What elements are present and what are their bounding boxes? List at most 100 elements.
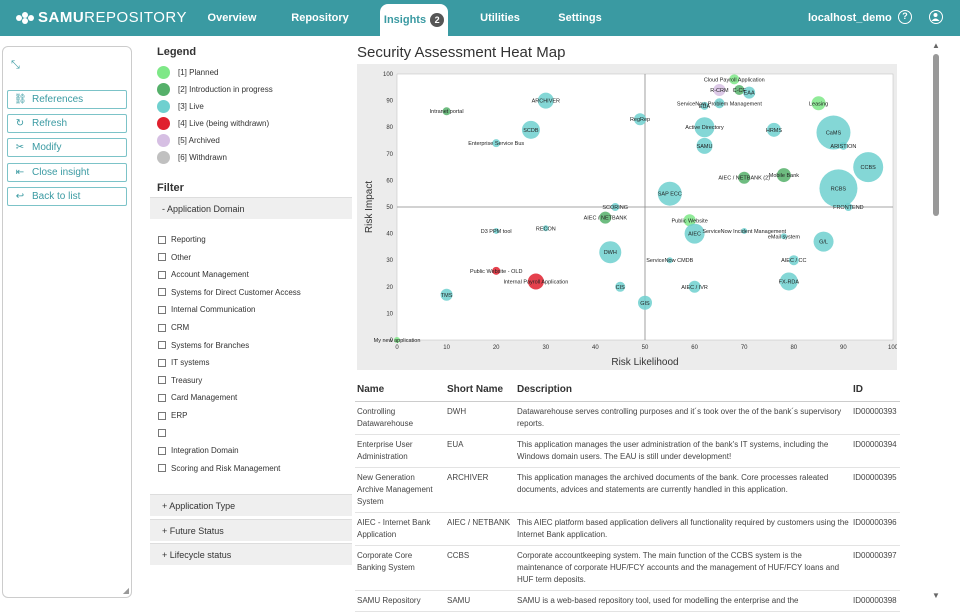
- tab-utilities[interactable]: Utilities: [470, 0, 530, 36]
- references-button[interactable]: ⛓ References: [7, 90, 127, 109]
- checkbox[interactable]: [158, 323, 166, 332]
- data-point-bubble[interactable]: [839, 141, 848, 150]
- data-point-bubble[interactable]: [688, 280, 701, 293]
- data-point-bubble[interactable]: [542, 225, 549, 232]
- data-point-bubble[interactable]: [527, 273, 544, 290]
- data-point-bubble[interactable]: [776, 168, 791, 183]
- checkbox[interactable]: [158, 270, 166, 279]
- domain-filter-option[interactable]: Card Management: [158, 393, 237, 402]
- checkbox[interactable]: [158, 253, 166, 262]
- data-point-bubble[interactable]: [780, 233, 787, 240]
- tab-insights[interactable]: Insights 2: [380, 4, 448, 36]
- data-point-bubble[interactable]: [813, 231, 834, 252]
- lifecycle-status-section-header[interactable]: + Lifecycle status: [150, 543, 352, 565]
- data-point-bubble[interactable]: [779, 272, 798, 291]
- scroll-down-icon[interactable]: ▼: [932, 591, 940, 600]
- help-icon[interactable]: ?: [898, 10, 912, 24]
- collapse-icon[interactable]: ⤡: [11, 59, 20, 71]
- page-scrollbar[interactable]: ▲ ▼: [931, 41, 943, 600]
- scrollbar-thumb[interactable]: [933, 54, 939, 216]
- checkbox[interactable]: [158, 428, 166, 437]
- back-to-list-button[interactable]: ↩ Back to list: [7, 187, 127, 206]
- data-point-bubble[interactable]: [492, 139, 501, 148]
- checkbox[interactable]: [158, 446, 166, 455]
- data-point-bubble[interactable]: [599, 211, 612, 224]
- table-row[interactable]: Controlling Datawarehouse DWH Datawarehous…: [355, 401, 900, 435]
- application-domain-section-header[interactable]: - Application Domain: [150, 197, 352, 219]
- data-point-bubble[interactable]: [684, 223, 705, 244]
- context-name[interactable]: localhost_demo: [808, 12, 892, 24]
- tab-repository[interactable]: Repository: [282, 0, 358, 36]
- domain-filter-option[interactable]: IT systems: [158, 358, 210, 367]
- tab-settings[interactable]: Settings: [550, 0, 610, 36]
- modify-button[interactable]: ✂ Modify: [7, 138, 127, 157]
- domain-filter-option[interactable]: ERP: [158, 411, 187, 420]
- checkbox[interactable]: [158, 393, 166, 402]
- data-point-bubble[interactable]: [766, 122, 781, 137]
- data-point-bubble[interactable]: [816, 115, 851, 150]
- table-row[interactable]: SAMU Repository SAMU SAMU is a web-based r…: [355, 590, 900, 612]
- data-point-bubble[interactable]: [696, 137, 713, 154]
- table-row[interactable]: New Generation Archive Management System…: [355, 467, 900, 513]
- domain-filter-option[interactable]: Systems for Direct Customer Access: [158, 288, 301, 297]
- table-row[interactable]: Enterprise User Administration EUA This ap…: [355, 434, 900, 468]
- data-point-bubble[interactable]: [493, 227, 500, 234]
- domain-filter-option[interactable]: [158, 428, 171, 437]
- data-point-bubble[interactable]: [738, 171, 751, 184]
- data-point-bubble[interactable]: [442, 107, 451, 116]
- data-point-bubble[interactable]: [638, 295, 652, 310]
- data-point-bubble[interactable]: [394, 337, 400, 343]
- domain-filter-option[interactable]: Other: [158, 253, 191, 262]
- data-point-bubble[interactable]: [634, 113, 647, 126]
- data-point-bubble[interactable]: [811, 96, 826, 111]
- data-point-bubble[interactable]: [683, 214, 696, 227]
- domain-filter-option[interactable]: Systems for Branches: [158, 341, 249, 350]
- data-point-bubble[interactable]: [734, 84, 745, 95]
- data-point-bubble[interactable]: [694, 117, 715, 138]
- data-point-bubble[interactable]: [788, 255, 799, 266]
- data-point-bubble[interactable]: [819, 169, 858, 208]
- data-point-bubble[interactable]: [700, 101, 709, 110]
- domain-filter-option[interactable]: Treasury: [158, 376, 202, 385]
- domain-filter-option[interactable]: CRM: [158, 323, 189, 332]
- table-row[interactable]: AIEC - Internet Bank Application AIEC / N…: [355, 512, 900, 546]
- user-icon[interactable]: [929, 10, 943, 24]
- data-point-bubble[interactable]: [440, 288, 453, 301]
- domain-filter-option[interactable]: Scoring and Risk Management: [158, 464, 280, 473]
- checkbox[interactable]: [158, 358, 166, 367]
- data-point-bubble[interactable]: [615, 281, 626, 292]
- column-header-name[interactable]: Name: [355, 378, 445, 402]
- resize-handle-icon[interactable]: ◢: [122, 586, 129, 595]
- data-point-bubble[interactable]: [611, 203, 620, 211]
- checkbox[interactable]: [158, 341, 166, 350]
- domain-filter-option[interactable]: Integration Domain: [158, 446, 239, 455]
- samu-logo[interactable]: SAMU REPOSITORY: [16, 9, 187, 26]
- domain-filter-option[interactable]: Account Management: [158, 270, 249, 279]
- data-point-bubble[interactable]: [844, 203, 853, 211]
- data-point-bubble[interactable]: [666, 257, 673, 264]
- data-point-bubble[interactable]: [714, 98, 725, 109]
- domain-filter-option[interactable]: Internal Communication: [158, 305, 255, 314]
- data-point-bubble[interactable]: [853, 152, 884, 183]
- column-header-description[interactable]: Description: [515, 378, 851, 402]
- domain-filter-option[interactable]: Reporting: [158, 235, 206, 244]
- future-status-section-header[interactable]: + Future Status: [150, 519, 352, 541]
- checkbox[interactable]: [158, 376, 166, 385]
- refresh-button[interactable]: ↻ Refresh: [7, 114, 127, 133]
- column-header-short-name[interactable]: Short Name: [445, 378, 515, 402]
- data-point-bubble[interactable]: [537, 92, 554, 109]
- table-row[interactable]: Corporate Core Banking System CCBS Corpora…: [355, 545, 900, 591]
- data-point-bubble[interactable]: [729, 74, 740, 85]
- data-point-bubble[interactable]: [599, 241, 622, 264]
- checkbox[interactable]: [158, 235, 166, 244]
- checkbox[interactable]: [158, 305, 166, 314]
- data-point-bubble[interactable]: [741, 227, 748, 234]
- data-point-bubble[interactable]: [713, 83, 726, 96]
- data-point-bubble[interactable]: [492, 266, 501, 275]
- checkbox[interactable]: [158, 411, 166, 420]
- scroll-up-icon[interactable]: ▲: [932, 41, 940, 50]
- application-type-section-header[interactable]: + Application Type: [150, 494, 352, 516]
- checkbox[interactable]: [158, 288, 166, 297]
- close-insight-button[interactable]: ⇤ Close insight: [7, 163, 127, 182]
- data-point-bubble[interactable]: [743, 86, 756, 99]
